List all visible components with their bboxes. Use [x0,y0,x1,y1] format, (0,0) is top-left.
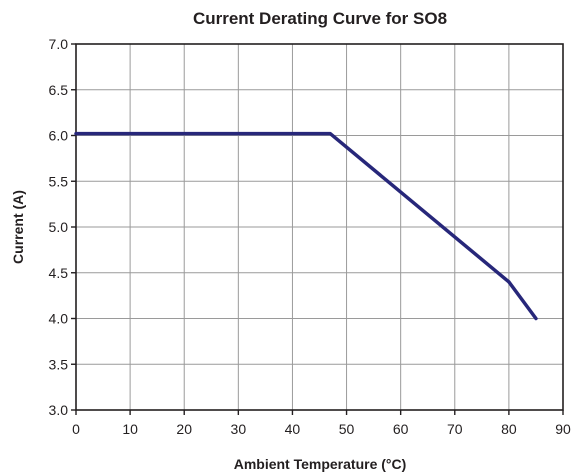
series-layer [74,131,538,321]
y-tick-label: 4.0 [49,311,69,327]
x-tick-label: 40 [285,421,301,437]
x-tick-label: 20 [176,421,192,437]
x-axis-label: Ambient Temperature (°C) [234,456,407,472]
y-tick-label: 7.0 [49,36,69,52]
y-tick-label: 5.5 [49,173,69,189]
x-tick-label: 0 [72,421,80,437]
y-tick-label: 3.0 [49,402,69,418]
y-tick-label: 6.5 [49,82,69,98]
x-tick-label: 70 [447,421,463,437]
y-tick-label: 4.5 [49,265,69,281]
grid-layer [76,44,563,410]
x-tick-label: 60 [393,421,409,437]
tick-layer: 0 10 20 30 40 50 60 70 80 90 3.0 3.5 4.0 4.5 5.0 5.5 6.0… [49,36,571,437]
y-tick-label: 3.5 [49,356,69,372]
x-tick-label: 10 [122,421,138,437]
x-tick-label: 30 [231,421,247,437]
x-tick-label: 80 [501,421,517,437]
chart-title: Current Derating Curve for SO8 [193,9,447,28]
y-tick-label: 6.0 [49,128,69,144]
x-tick-label: 50 [339,421,355,437]
x-tick-label: 90 [555,421,571,437]
y-axis-label: Current (A) [10,190,26,264]
derating-curve-line [74,131,538,321]
y-tick-label: 5.0 [49,219,69,235]
